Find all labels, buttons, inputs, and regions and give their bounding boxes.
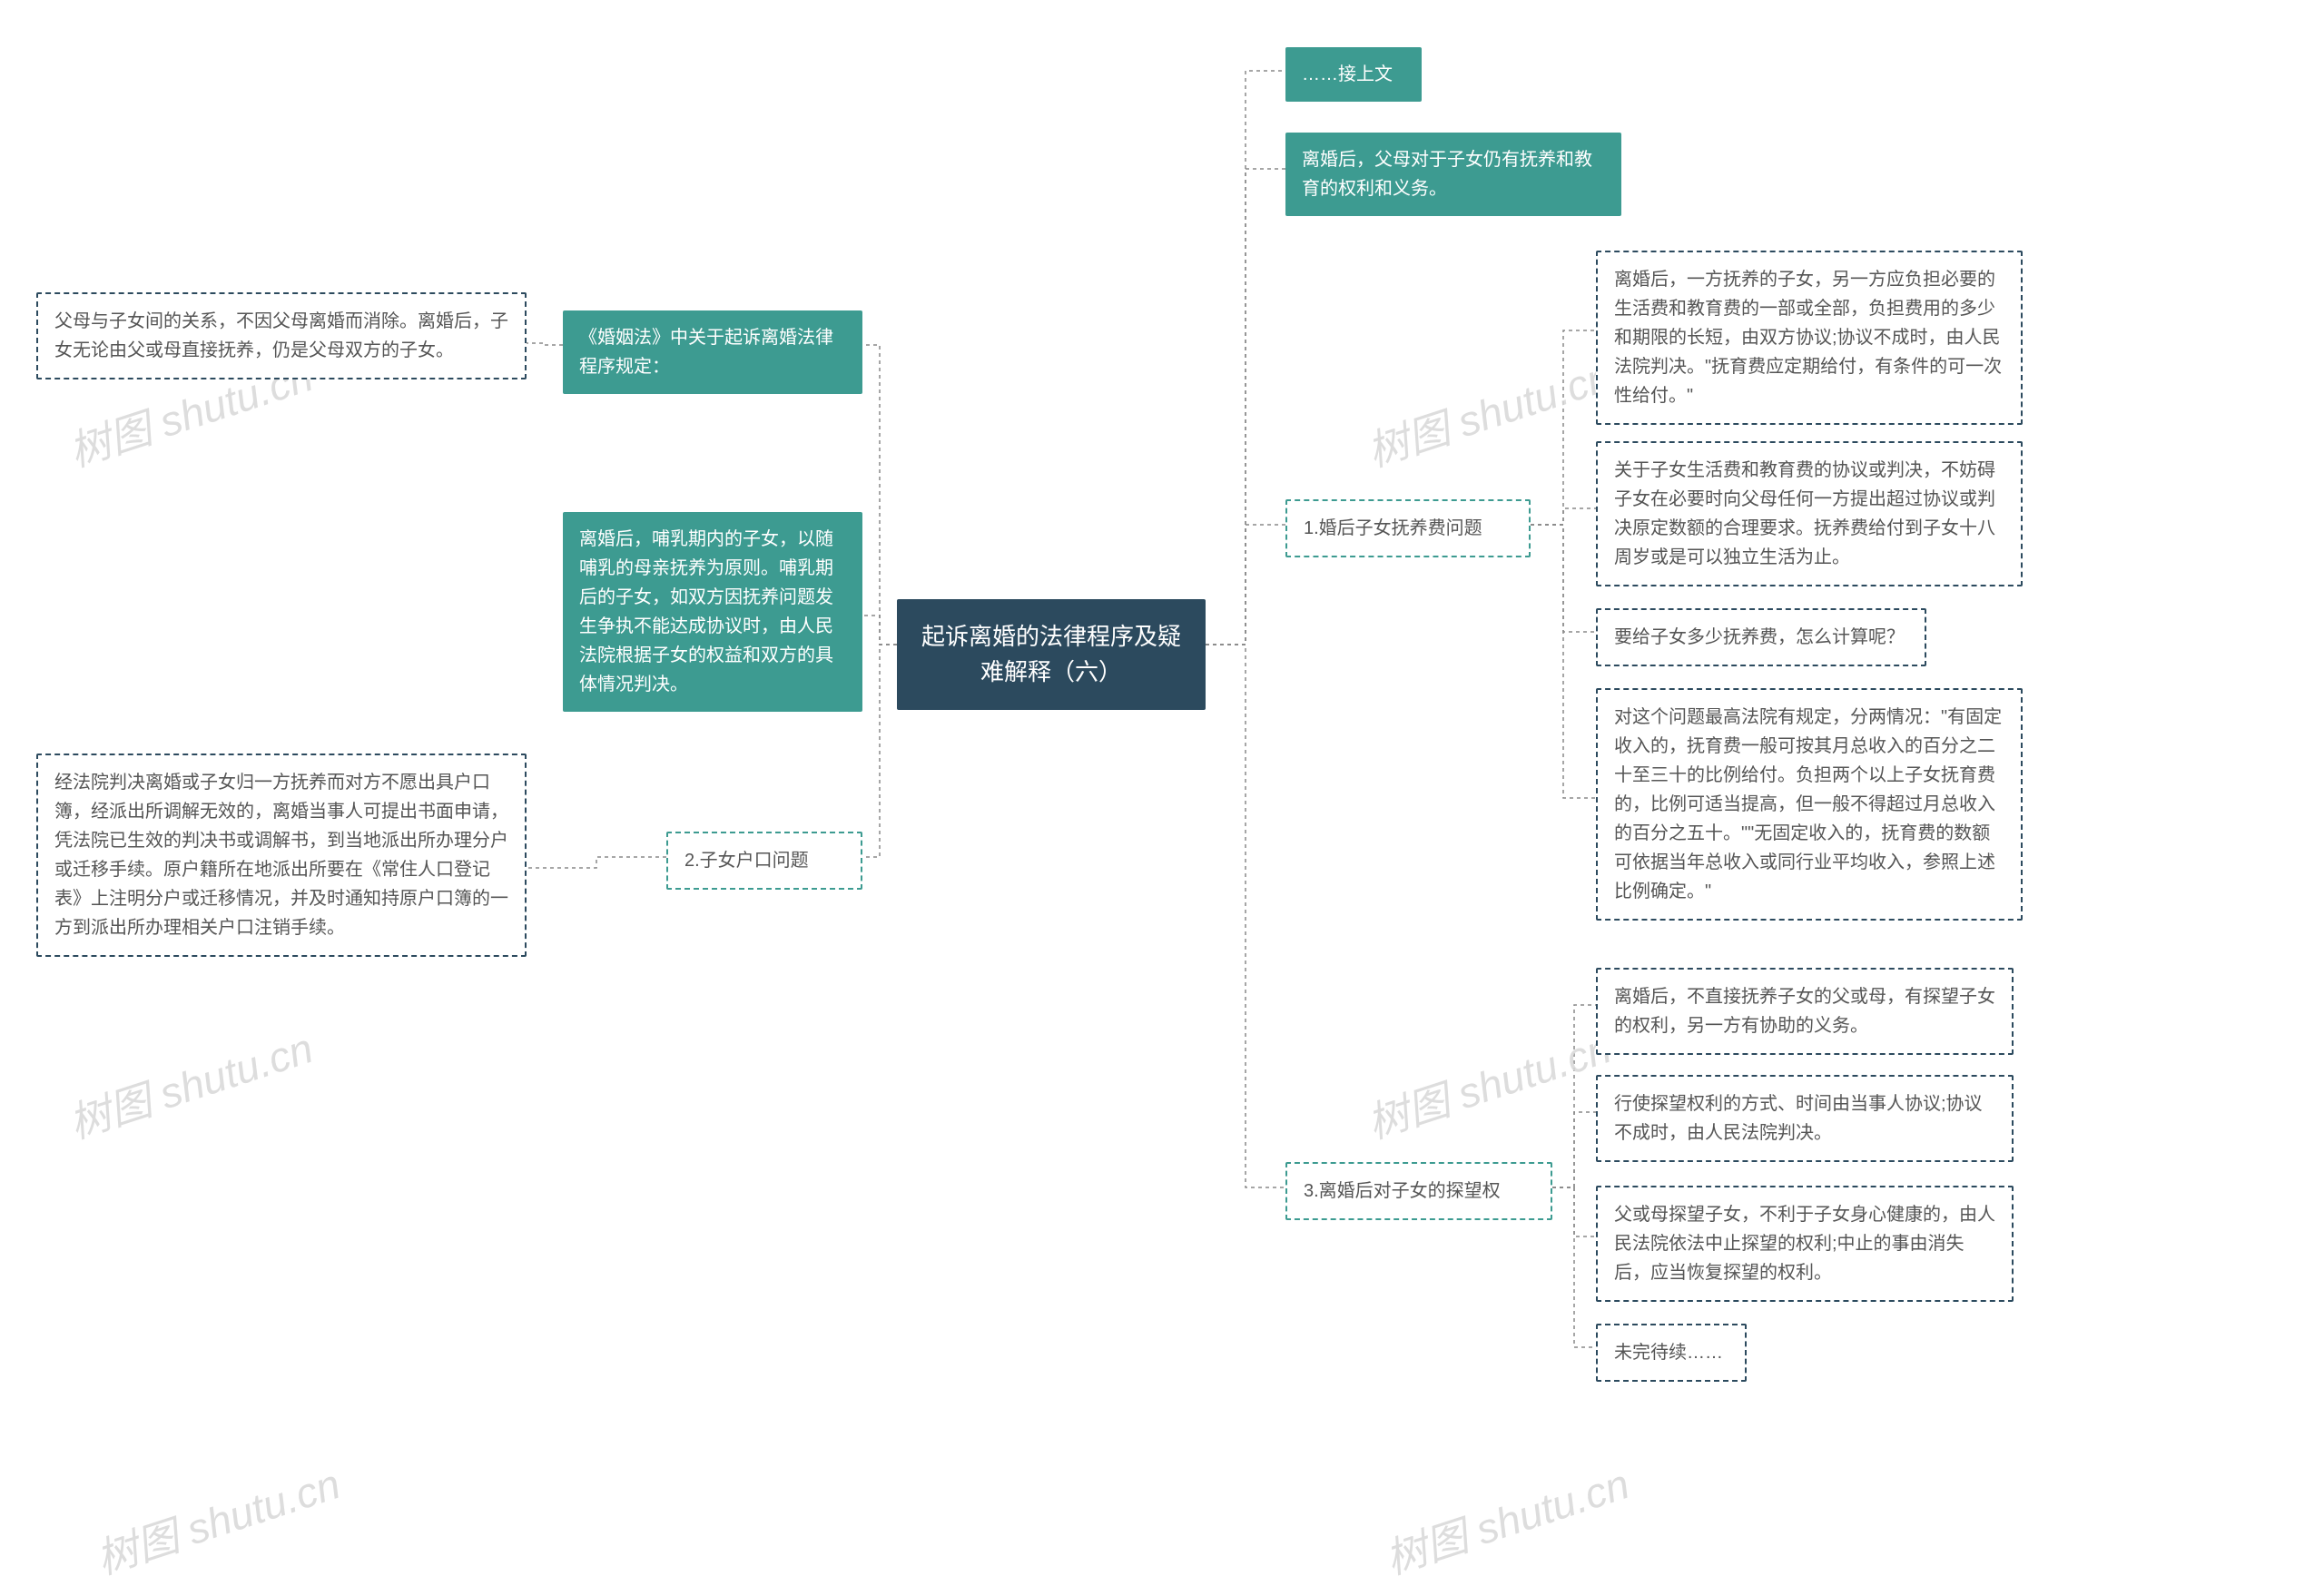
mindmap-node: 经法院判决离婚或子女归一方抚养而对方不愿出具户口簿，经派出所调解无效的，离婚当事… — [36, 754, 527, 957]
mindmap-node: 对这个问题最高法院有规定，分两情况："有固定收入的，抚育费一般可按其月总收入的百… — [1596, 688, 2023, 921]
watermark: 树图 shutu.cn — [1359, 344, 1618, 479]
mindmap-node: 要给子女多少抚养费，怎么计算呢？ — [1596, 608, 1926, 666]
node-text: 要给子女多少抚养费，怎么计算呢？ — [1614, 627, 1905, 647]
mindmap-node: 关于子女生活费和教育费的协议或判决，不妨碍子女在必要时向父母任何一方提出超过协议… — [1596, 441, 2023, 586]
mindmap-node: 父母与子女间的关系，不因父母离婚而消除。离婚后，子女无论由父或母直接抚养，仍是父… — [36, 292, 527, 379]
watermark: 树图 shutu.cn — [1359, 1016, 1618, 1151]
node-text: 对这个问题最高法院有规定，分两情况："有固定收入的，抚育费一般可按其月总收入的百… — [1614, 707, 2002, 901]
mindmap-node: 2.子女户口问题 — [666, 832, 862, 890]
node-text: 关于子女生活费和教育费的协议或判决，不妨碍子女在必要时向父母任何一方提出超过协议… — [1614, 460, 1995, 567]
node-text: 父或母探望子女，不利于子女身心健康的，由人民法院依法中止探望的权利;中止的事由消… — [1614, 1205, 1995, 1283]
root-text: 起诉离婚的法律程序及疑难解释（六） — [921, 623, 1181, 685]
node-text: ……接上文 — [1302, 64, 1393, 84]
node-text: 2.子女户口问题 — [684, 851, 809, 871]
node-text: 经法院判决离婚或子女归一方抚养而对方不愿出具户口簿，经派出所调解无效的，离婚当事… — [54, 773, 508, 938]
node-text: 1.婚后子女抚养费问题 — [1304, 518, 1482, 538]
mindmap-node: 离婚后，父母对于子女仍有抚养和教育的权利和义务。 — [1285, 133, 1621, 216]
mindmap-node: 行使探望权利的方式、时间由当事人协议;协议不成时，由人民法院判决。 — [1596, 1075, 2014, 1162]
mindmap-node: 未完待续…… — [1596, 1324, 1747, 1382]
mindmap-node: 离婚后，一方抚养的子女，另一方应负担必要的生活费和教育费的一部或全部，负担费用的… — [1596, 251, 2023, 425]
node-text: 离婚后，父母对于子女仍有抚养和教育的权利和义务。 — [1302, 150, 1592, 199]
node-text: 3.离婚后对子女的探望权 — [1304, 1181, 1501, 1201]
node-text: 《婚姻法》中关于起诉离婚法律程序规定： — [579, 328, 833, 377]
watermark: 树图 shutu.cn — [1377, 1452, 1636, 1586]
watermark: 树图 shutu.cn — [88, 1452, 347, 1586]
mindmap-node: 离婚后，不直接抚养子女的父或母，有探望子女的权利，另一方有协助的义务。 — [1596, 968, 2014, 1055]
node-text: 未完待续…… — [1614, 1343, 1723, 1363]
mindmap-node: ……接上文 — [1285, 47, 1422, 102]
mindmap-node: 《婚姻法》中关于起诉离婚法律程序规定： — [563, 310, 862, 394]
watermark: 树图 shutu.cn — [61, 1016, 320, 1151]
node-text: 父母与子女间的关系，不因父母离婚而消除。离婚后，子女无论由父或母直接抚养，仍是父… — [54, 311, 508, 360]
node-text: 离婚后，不直接抚养子女的父或母，有探望子女的权利，另一方有协助的义务。 — [1614, 987, 1995, 1036]
mindmap-node: 3.离婚后对子女的探望权 — [1285, 1162, 1552, 1220]
node-text: 离婚后，一方抚养的子女，另一方应负担必要的生活费和教育费的一部或全部，负担费用的… — [1614, 270, 2002, 406]
mindmap-node: 1.婚后子女抚养费问题 — [1285, 499, 1531, 557]
node-text: 离婚后，哺乳期内的子女，以随哺乳的母亲抚养为原则。哺乳期后的子女，如双方因抚养问… — [579, 529, 833, 694]
mindmap-node: 离婚后，哺乳期内的子女，以随哺乳的母亲抚养为原则。哺乳期后的子女，如双方因抚养问… — [563, 512, 862, 712]
node-text: 行使探望权利的方式、时间由当事人协议;协议不成时，由人民法院判决。 — [1614, 1094, 1983, 1143]
mindmap-node: 父或母探望子女，不利于子女身心健康的，由人民法院依法中止探望的权利;中止的事由消… — [1596, 1186, 2014, 1302]
root-node: 起诉离婚的法律程序及疑难解释（六） — [897, 599, 1206, 710]
